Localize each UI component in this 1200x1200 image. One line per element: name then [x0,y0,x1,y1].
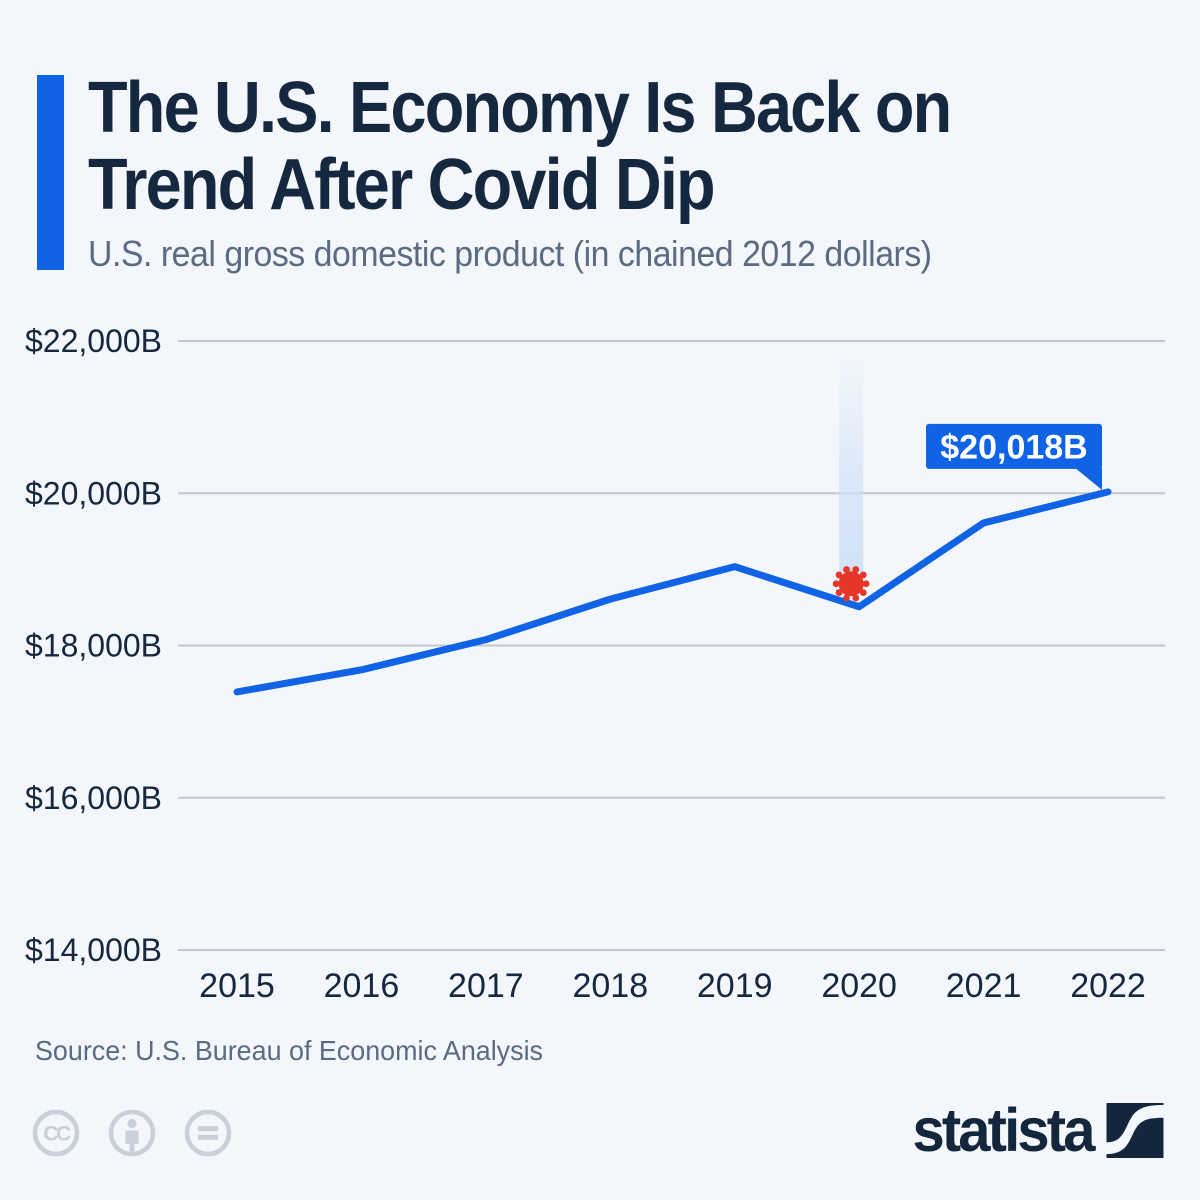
no-derivatives-equals-icon[interactable] [183,1108,233,1158]
y-axis-label: $20,000B [25,475,162,511]
x-axis-label: 2020 [821,967,897,1005]
license-icons: CC [31,1108,233,1158]
gdp-line [233,488,1112,696]
statista-wordmark: statista [912,1096,1096,1164]
x-axis-label: 2017 [448,967,524,1005]
x-axis-label: 2018 [572,967,648,1005]
y-axis-label: $14,000B [25,932,162,968]
value-callout-text: $20,018B [940,429,1087,467]
statista-mark-icon [1106,1103,1164,1158]
x-axis-label: 2019 [697,967,773,1005]
value-callout: $20,018B [926,423,1103,490]
chart-title-line2: Trend After Covid Dip [88,145,716,225]
chart-title-line1: The U.S. Economy Is Back on [88,68,952,148]
x-axis-label: 2015 [199,967,275,1005]
x-axis-label: 2022 [1070,967,1146,1005]
y-axis-label: $18,000B [25,628,162,664]
svg-text:CC: CC [43,1123,71,1146]
chart-title: The U.S. Economy Is Back on Trend After C… [88,68,952,225]
chart-subtitle: U.S. real gross domestic product (in cha… [88,233,932,274]
y-axis-label: $22,000B [25,323,162,359]
x-axis-label: 2021 [946,967,1022,1005]
covid-beam [839,353,864,588]
y-axis-label: $16,000B [25,780,162,816]
coronavirus-icon [832,566,870,602]
source-note: Source: U.S. Bureau of Economic Analysis [35,1035,543,1066]
title-accent-bar [37,75,64,270]
statista-logo[interactable]: statista [903,1100,1164,1161]
cc-icon[interactable]: CC [31,1108,81,1158]
attribution-person-icon[interactable] [107,1108,157,1158]
x-axis-label: 2016 [324,967,400,1005]
